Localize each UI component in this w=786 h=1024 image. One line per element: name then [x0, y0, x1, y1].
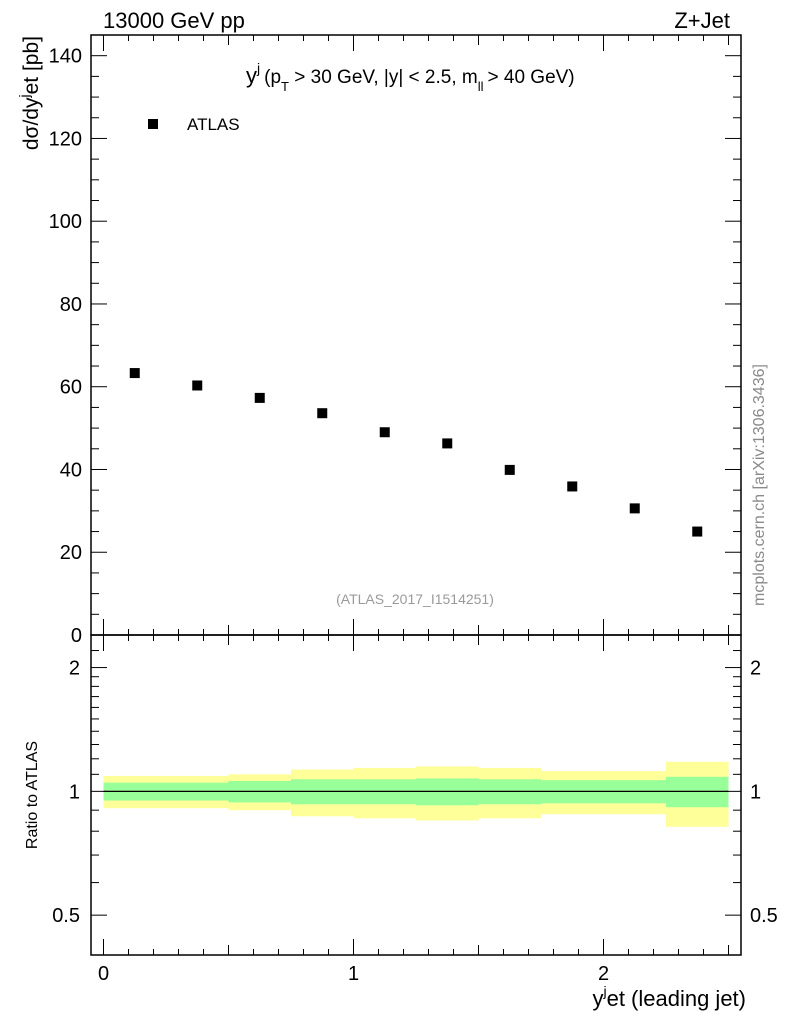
- y-tick-label: 0: [71, 625, 82, 647]
- plot-title: yj (pT > 30 GeV, |y| < 2.5, mll > 40 GeV): [246, 60, 575, 94]
- x-tick-label: 2: [598, 963, 609, 985]
- watermark: (ATLAS_2017_I1514251): [336, 591, 494, 607]
- xlabel-rest: et (leading jet): [607, 986, 746, 1011]
- title-p: p: [270, 67, 281, 88]
- ylabel-sup: j: [16, 94, 32, 98]
- data-point: [254, 392, 265, 403]
- data-point: [692, 526, 703, 537]
- title-open: (: [264, 67, 271, 88]
- y-axis-label: dσ/dyjet [pb]: [16, 36, 43, 150]
- y-tick-label: 20: [60, 542, 82, 564]
- data-point: [129, 368, 140, 379]
- data-point: [379, 427, 390, 438]
- data-point: [567, 481, 578, 492]
- title-y-sup: j: [256, 60, 260, 76]
- ratio-y-tick-label: 1: [69, 781, 80, 803]
- legend-marker: [148, 119, 158, 129]
- ratio-y-tick-label-right: 2: [750, 658, 761, 680]
- ratio-band-inner: [666, 776, 729, 808]
- y-tick-label: 80: [60, 294, 82, 316]
- side-label: mcplots.cern.ch [arXiv:1306.3436]: [751, 364, 768, 606]
- xlabel-sup: j: [602, 983, 606, 999]
- y-tick-label: 60: [60, 377, 82, 399]
- ratio-y-tick-label-right: 1: [750, 781, 761, 803]
- x-axis-label: yjet (leading jet): [592, 983, 746, 1011]
- y-tick-label: 140: [49, 46, 82, 68]
- xlabel-y: y: [592, 986, 603, 1011]
- header-right: Z+Jet: [674, 8, 730, 33]
- data-point: [504, 464, 515, 475]
- title-y: y: [246, 63, 257, 88]
- x-tick-label: 1: [348, 963, 359, 985]
- title-mid: > 30 GeV, |y| < 2.5, m: [289, 67, 478, 88]
- data-point: [317, 408, 328, 419]
- ratio-frame: [90, 634, 742, 956]
- data-point: [629, 503, 640, 514]
- ratio-y-axis-label: Ratio to ATLAS: [24, 741, 41, 849]
- header-left: 13000 GeV pp: [103, 8, 245, 33]
- ylabel-a: dσ/dy: [20, 97, 43, 150]
- ratio-y-tick-label-right: 0.5: [750, 905, 778, 927]
- y-tick-label: 100: [49, 211, 82, 233]
- ratio-panel: 0 1 2 0.5 0.5 1 1 2 2: [52, 634, 778, 985]
- data-point: [192, 380, 203, 391]
- title-end: > 40 GeV): [488, 67, 575, 88]
- ylabel-b: et [pb]: [20, 36, 43, 94]
- y-tick-label: 120: [49, 128, 82, 150]
- data-point: [442, 438, 453, 449]
- ratio-y-tick-label: 2: [69, 658, 80, 680]
- x-tick-label: 0: [98, 963, 109, 985]
- title-m-sub: ll: [478, 79, 484, 94]
- y-tick-label: 40: [60, 459, 82, 481]
- title-p-sub: T: [281, 79, 289, 94]
- legend-label: ATLAS: [187, 115, 240, 134]
- ratio-y-tick-label: 0.5: [52, 905, 80, 927]
